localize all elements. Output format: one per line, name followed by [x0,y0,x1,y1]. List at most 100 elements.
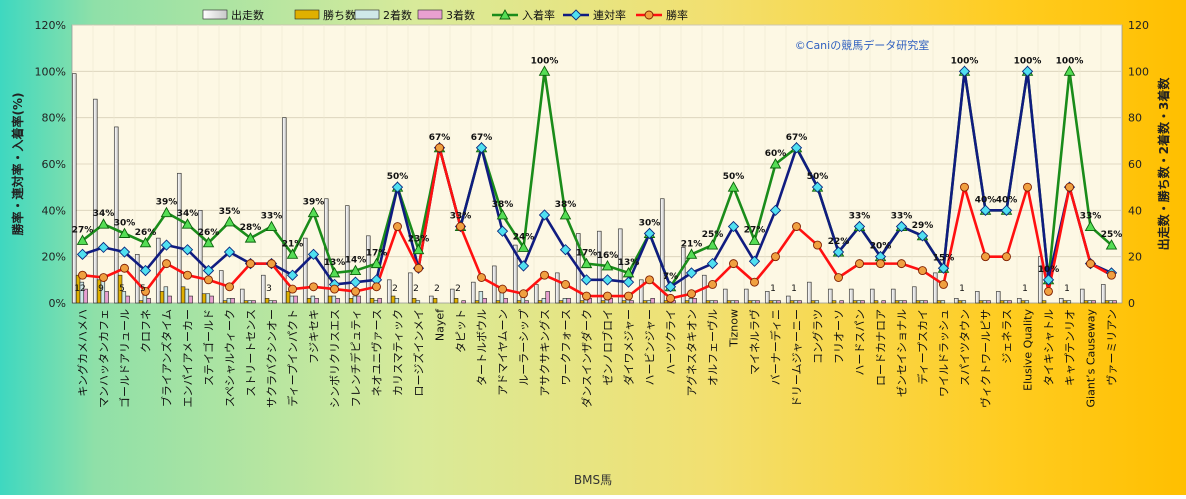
data-label: 60% [765,149,787,159]
bar-勝ち数 [915,300,921,304]
bar-出走数 [870,288,875,304]
data-label: 40% [996,195,1018,205]
data-label: 30% [114,219,136,229]
left-tick-label: 40% [42,204,66,217]
bar-出走数 [366,235,371,304]
bar-勝ち数 [999,300,1005,304]
data-label: 50% [807,172,829,182]
bar-出走数 [219,270,224,304]
bar-3着数 [545,291,550,304]
bar-出走数 [114,126,119,304]
bar-勝ち数 [1083,300,1089,304]
bar-出走数 [198,210,203,304]
bar-2着数 [1066,300,1072,304]
bar-3着数 [167,295,172,304]
bar-出走数 [1101,284,1106,304]
data-label: 40% [975,195,997,205]
bar-3着数 [650,298,655,304]
bar-2着数 [205,293,211,304]
bar-3着数 [524,300,529,304]
marker-連対率 [76,248,89,260]
bar-出走数 [786,295,791,304]
marker-勝率 [645,275,654,285]
data-label: 23% [408,235,430,245]
bar-2着数 [163,286,169,304]
category-label: Giant’s Causeway [1085,309,1098,408]
data-label: 50% [723,172,745,182]
marker-入着率 [76,234,89,245]
marker-連対率 [223,246,236,258]
count-label: 2 [455,284,461,294]
marker-連対率 [391,181,404,193]
marker-勝率 [918,266,927,276]
count-label: 12 [74,284,85,294]
category-label: アグネスタキオン [685,309,699,396]
bar-2着数 [373,300,379,304]
marker-連対率 [748,255,761,267]
marker-連対率 [664,281,677,293]
legend-marker [499,9,511,20]
legend-swatch-勝ち数 [294,9,320,20]
data-label: 34% [93,209,115,219]
marker-連対率 [685,267,698,279]
bar-出走数 [429,295,434,304]
category-label: ディープスカイ [916,309,930,385]
data-label: 38% [492,200,514,210]
bar-出走数 [1059,298,1064,304]
data-label: 100% [951,56,979,66]
marker-入着率 [1105,239,1118,250]
category-label: フリオーソ [833,309,846,364]
data-label: 33% [1080,212,1102,222]
bar-3着数 [125,295,130,304]
bar-出走数 [891,288,896,304]
marker-勝率 [309,282,318,292]
bar-3着数 [314,298,319,304]
count-label: 1 [1022,284,1028,294]
marker-勝率 [78,270,87,280]
left-tick-label: 0% [49,297,66,310]
marker-勝率 [99,273,108,282]
bar-2着数 [772,300,778,304]
category-label: Tiznow [728,309,741,348]
bar-3着数 [692,298,697,304]
marker-入着率 [307,206,320,218]
bar-3着数 [923,300,928,304]
marker-連対率 [475,142,488,154]
count-label: 2 [413,284,419,294]
category-label: ドリームジャーニー [791,309,804,407]
marker-連対率 [937,262,950,274]
category-label: ルーラーシップ [518,309,531,386]
count-label: 5 [140,284,146,294]
marker-勝率 [393,222,402,232]
data-label: 50% [387,172,409,182]
marker-連対率 [853,220,866,233]
marker-勝率 [540,270,549,280]
data-label: 13% [324,258,346,268]
category-label: ディープインパクト [286,309,300,407]
marker-勝率 [582,291,591,301]
bar-3着数 [566,298,571,304]
category-label: スパイツタウン [959,309,972,386]
data-label: 33% [849,212,871,222]
bar-2着数 [709,300,715,304]
bar-3着数 [860,300,865,304]
bar-勝ち数 [558,300,564,304]
marker-勝率 [1086,259,1095,269]
marker-入着率 [328,266,341,278]
right-tick-label: 120 [1128,19,1149,32]
bar-3着数 [881,300,886,304]
legend-swatch-3着数 [417,9,443,20]
left-tick-label: 60% [42,158,66,171]
marker-連対率 [580,274,593,286]
marker-勝率 [750,277,759,287]
bar-2着数 [1108,300,1114,304]
bar-勝ち数 [894,300,900,304]
category-label: ハービンジャー [644,309,657,385]
data-label: 100% [1014,56,1042,66]
bar-勝ち数 [117,274,123,304]
bar-出走数 [303,237,308,304]
marker-勝率 [267,259,276,269]
marker-勝率 [687,289,696,299]
count-label: 2 [434,284,440,294]
category-label: ヴィクトワールピサ [979,309,993,408]
